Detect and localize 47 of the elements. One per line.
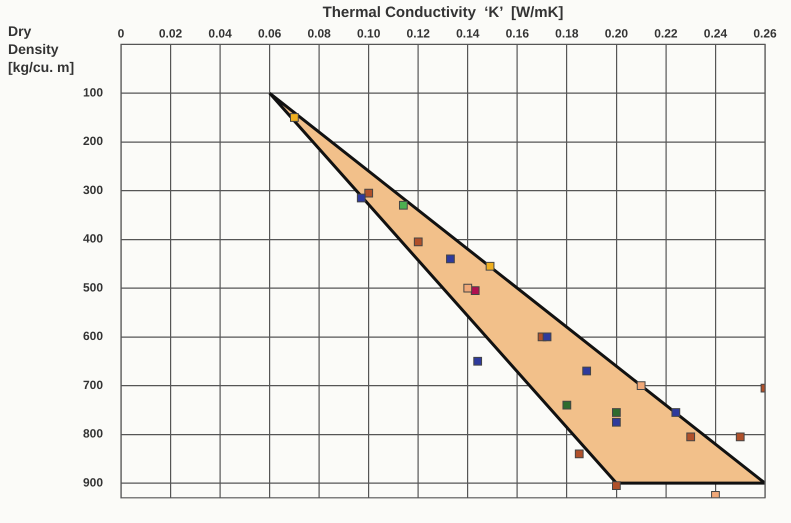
x-axis-title: Thermal Conductivity ‘K’ [W/mK] — [322, 4, 564, 22]
point — [636, 381, 646, 390]
x-tick-label: 0.26 — [753, 26, 777, 41]
x-tick-label: 0.18 — [555, 26, 579, 41]
x-tick-label: 0.06 — [258, 26, 282, 41]
point — [356, 194, 366, 202]
x-tick-label: 0.14 — [456, 26, 480, 41]
x-tick-label: 0.04 — [208, 26, 232, 41]
y-tick-label: 500 — [82, 280, 104, 294]
point — [542, 332, 552, 342]
point — [463, 284, 472, 293]
x-tick-label: 0 — [118, 26, 125, 41]
y-axis-title: Dry Density [kg/cu. m] — [8, 22, 76, 76]
y-tick-label: 400 — [82, 232, 104, 246]
point — [473, 356, 482, 366]
point — [398, 200, 408, 210]
point — [736, 432, 745, 442]
point — [446, 254, 455, 264]
x-tick-label: 0.20 — [604, 26, 628, 41]
x-tick-label: 0.16 — [506, 26, 530, 41]
x-tick-label: 0.08 — [307, 26, 332, 41]
point — [470, 286, 480, 295]
point — [364, 188, 374, 198]
y-tick-label: 300 — [82, 182, 104, 197]
point — [290, 113, 299, 122]
point — [671, 408, 680, 417]
y-tick-label: 700 — [82, 378, 104, 392]
x-tick-label: 0.10 — [357, 26, 381, 41]
y-tick-label: 200 — [82, 134, 104, 148]
point — [574, 450, 584, 458]
point — [486, 262, 494, 271]
y-tick-label: 800 — [82, 426, 104, 441]
point — [711, 490, 720, 498]
point — [414, 237, 423, 246]
y-tick-label: 900 — [82, 475, 104, 490]
y-tick-label: 600 — [82, 329, 104, 344]
y-tick-label: 100 — [82, 85, 104, 100]
point — [612, 408, 621, 417]
x-tick-label: 0.12 — [406, 26, 430, 41]
point — [562, 400, 572, 410]
point — [686, 432, 696, 442]
point — [612, 481, 621, 490]
point — [612, 418, 621, 427]
x-tick-label: 0.24 — [704, 26, 728, 41]
x-tick-label: 0.02 — [158, 26, 183, 41]
x-tick-label: 0.22 — [654, 26, 678, 41]
point — [582, 366, 592, 376]
